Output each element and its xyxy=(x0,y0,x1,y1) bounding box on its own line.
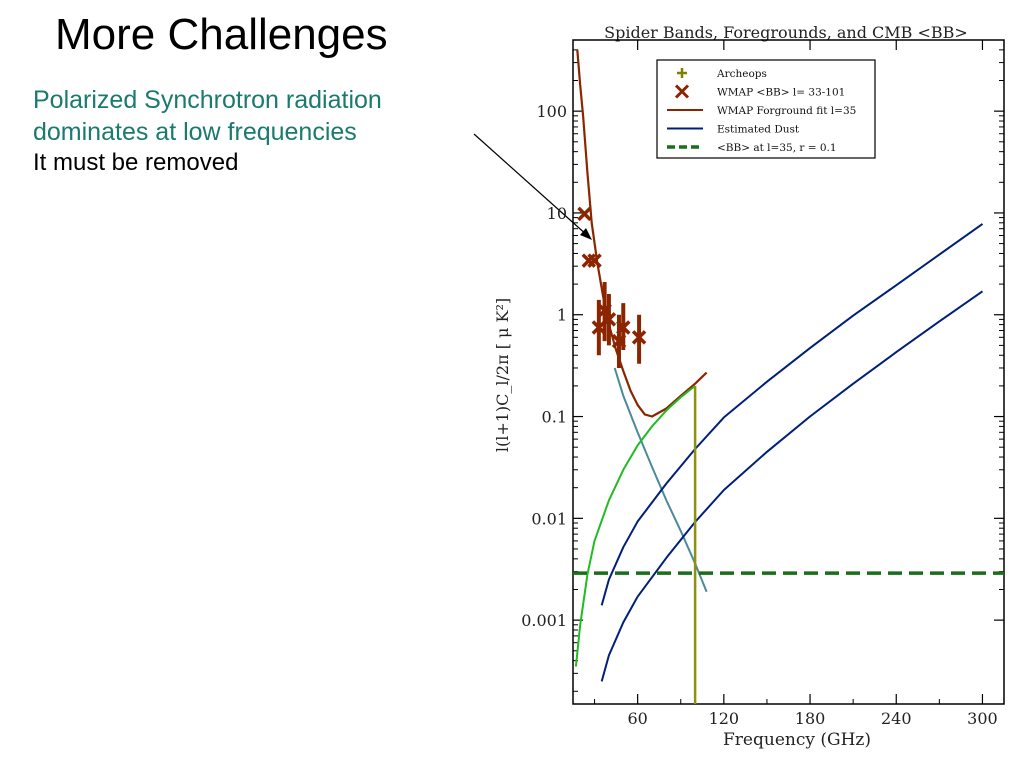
y-tick-label: 0.001 xyxy=(521,611,567,630)
y-tick-label: 10 xyxy=(547,204,567,223)
chart-title: Spider Bands, Foregrounds, and CMB <BB> xyxy=(604,23,968,42)
bullet-line-1: Polarized Synchrotron radiation xyxy=(33,86,382,114)
cmb-band-curve xyxy=(574,385,696,667)
synchrotron-line xyxy=(613,367,708,593)
legend-label: Estimated Dust xyxy=(717,124,800,136)
x-tick-label: 300 xyxy=(967,709,998,728)
wmap-point xyxy=(631,330,647,345)
legend-marker-wmap xyxy=(674,84,690,99)
legend-label: WMAP <BB> l= 33-101 xyxy=(717,87,845,99)
x-tick-label: 60 xyxy=(627,709,647,728)
y-tick-label: 1 xyxy=(557,306,567,325)
x-tick-label: 240 xyxy=(881,709,912,728)
bullet-line-2: dominates at low frequencies xyxy=(33,118,357,146)
wmap-point xyxy=(601,312,617,327)
annotation-arrow xyxy=(473,133,589,237)
annotation-arrowhead xyxy=(580,228,592,240)
y-tick-label: 0.1 xyxy=(542,408,567,427)
bullet-removed: It must be removed xyxy=(33,149,239,176)
x-tick-label: 180 xyxy=(795,709,826,728)
y-axis: 100 10 1 0.1 0.01 0.001 xyxy=(521,39,1004,692)
y-tick-label: 0.01 xyxy=(531,509,567,528)
legend-label: WMAP Forground fit l=35 xyxy=(717,105,856,117)
legend-label: Archeops xyxy=(716,68,767,80)
wmap-points xyxy=(577,206,647,368)
plot-frame xyxy=(572,39,1005,705)
legend-label: <BB> at l=35, r = 0.1 xyxy=(717,142,837,154)
wmap-point xyxy=(577,206,592,222)
x-axis: 60 120 180 240 300 xyxy=(594,40,998,728)
dust-line-lower xyxy=(600,290,984,682)
legend: Archeops WMAP <BB> l= 33-101 WMAP Forgroun… xyxy=(656,59,876,159)
wmap-point xyxy=(587,253,602,268)
wmap-point xyxy=(616,320,631,335)
legend-marker-archeops xyxy=(677,68,687,78)
slide-title: More Challenges xyxy=(55,10,388,59)
x-tick-label: 120 xyxy=(709,709,740,728)
dust-line-upper xyxy=(600,223,984,606)
bullet-synchrotron: Polarized Synchrotron radiation dominate… xyxy=(33,84,453,148)
x-axis-label: Frequency (GHz) xyxy=(723,730,871,750)
y-tick-label: 100 xyxy=(536,102,567,121)
y-axis-label: l(l+1)C_l/2π [ μ K²] xyxy=(493,298,512,452)
